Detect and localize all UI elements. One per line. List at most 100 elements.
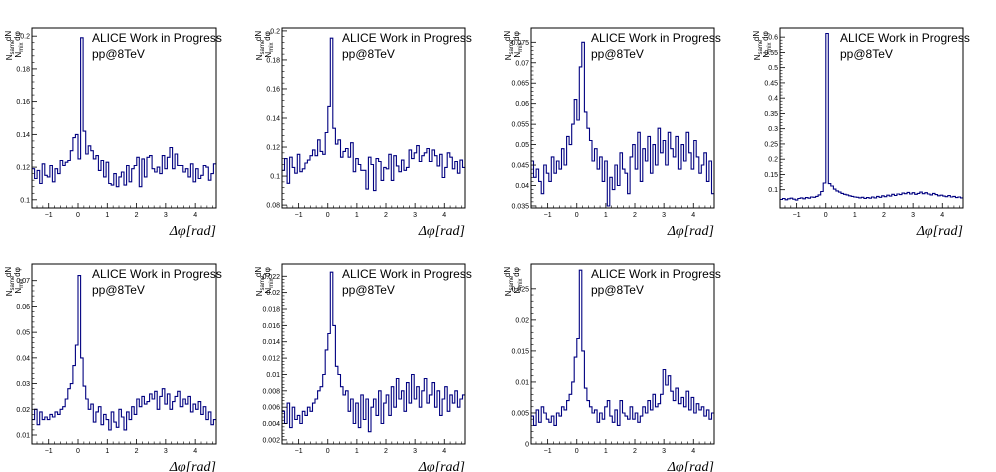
chart-panel-3: −1 0 1 2 3 4 0.035 0.04 0.045 0.05 0.055 0.06 0.065 0… (503, 27, 721, 239)
x-tick-label: −1 (544, 212, 552, 219)
y-tick-label: 0.2 (270, 28, 280, 35)
y-axis-title-frac-den: dφ (263, 267, 272, 277)
x-tick-label: 3 (164, 448, 168, 455)
y-tick-label: 0.075 (511, 40, 529, 47)
y-axis-title-frac-den: dφ (512, 267, 521, 277)
histogram-series-line (32, 275, 216, 431)
histogram-series-line (531, 269, 714, 426)
y-tick-label: 0.2 (768, 157, 778, 164)
x-tick-label: 2 (633, 212, 637, 219)
plot-frame (31, 27, 217, 209)
y-tick-label: 0.05 (16, 330, 30, 337)
y-axis-title-denominator: Nmix (762, 42, 773, 57)
y-axis-title-denominator-sub: mix (19, 42, 25, 51)
y-axis-title-numerator-sub: same (260, 275, 266, 290)
annotation-dataset: pp@8TeV (591, 283, 644, 297)
y-tick-label: 0.016 (262, 323, 280, 330)
x-tick-label: 4 (691, 448, 695, 455)
x-tick-label: 2 (384, 212, 388, 219)
y-tick-label: 0.01 (266, 372, 280, 379)
y-tick-label: 0.25 (764, 141, 778, 148)
x-axis-title: Δφ[rad] (916, 224, 963, 239)
x-tick-label: 4 (691, 212, 695, 219)
x-axis-title: Δφ[rad] (418, 460, 465, 472)
x-tick-label: 0 (575, 448, 579, 455)
annotation-dataset: pp@8TeV (342, 283, 395, 297)
chart-panel-4: −1 0 1 2 3 4 0.1 0.15 0.2 0.25 0.3 0.35 0.4 0.45 0.5 0.… (752, 27, 970, 239)
y-tick-label: 0.08 (266, 203, 280, 210)
y-axis-title-numerator: Nsame (5, 275, 16, 296)
y-tick-label: 0.06 (16, 304, 30, 311)
y-tick-label: 0.045 (511, 163, 529, 170)
x-tick-label: −1 (45, 212, 53, 219)
annotation-title: ALICE Work in Progress (92, 31, 222, 45)
y-tick-label: 0.07 (16, 278, 30, 285)
y-tick-label: 0.06 (515, 101, 529, 108)
y-axis-title-numerator: Nsame (255, 39, 266, 60)
x-axis-title: Δφ[rad] (418, 224, 465, 239)
x-tick-label: 4 (193, 448, 197, 455)
y-tick-label: 0.065 (511, 81, 529, 88)
y-tick-label: 0.03 (16, 381, 30, 388)
x-tick-label: −1 (295, 212, 303, 219)
y-tick-label: 0.004 (262, 421, 280, 428)
y-tick-label: 0.3 (768, 126, 778, 133)
y-tick-label: 0.015 (511, 348, 529, 355)
annotation-dataset: pp@8TeV (342, 47, 395, 61)
x-tick-label: 2 (384, 448, 388, 455)
x-axis-title: Δφ[rad] (169, 224, 216, 239)
y-tick-label: 0.07 (515, 60, 529, 67)
y-tick-label: 0.008 (262, 388, 280, 395)
x-tick-label: 2 (633, 448, 637, 455)
y-tick-label: 0.1 (270, 174, 280, 181)
y-tick-label: 0.4 (768, 96, 778, 103)
y-tick-label: 0.1 (768, 187, 778, 194)
x-tick-label: 0 (824, 212, 828, 219)
y-tick-label: 0.18 (266, 57, 280, 64)
y-axis-title-frac-num: dN (503, 267, 512, 277)
chart-panel-5: −1 0 1 2 3 4 0.01 0.02 0.03 0.04 0.05 0.06 0.07 ALICE… (4, 263, 222, 472)
x-tick-label: −1 (45, 448, 53, 455)
y-tick-label: 0.16 (16, 99, 30, 106)
y-tick-label: 0.012 (262, 356, 280, 363)
x-tick-label: 0 (76, 212, 80, 219)
annotation-dataset: pp@8TeV (92, 47, 145, 61)
y-tick-label: 0.1 (20, 197, 30, 204)
y-axis-title-frac-num: dN (4, 31, 13, 41)
y-tick-label: 0.05 (515, 142, 529, 149)
y-axis-title-frac-den: dφ (263, 31, 272, 41)
y-tick-label: 0.45 (764, 80, 778, 87)
y-tick-label: 0.55 (764, 50, 778, 57)
y-tick-label: 0.022 (262, 274, 280, 281)
x-tick-label: 1 (604, 448, 608, 455)
y-tick-label: 0.15 (764, 172, 778, 179)
annotation-dataset: pp@8TeV (840, 47, 893, 61)
x-tick-label: −1 (793, 212, 801, 219)
x-axis-title: Δφ[rad] (667, 460, 714, 472)
x-tick-label: 1 (355, 212, 359, 219)
plot-frame (31, 263, 217, 445)
x-tick-label: 0 (76, 448, 80, 455)
y-tick-label: 0.2 (20, 34, 30, 41)
y-tick-label: 0.01 (515, 379, 529, 386)
y-axis-title-denominator-sub: mix (269, 278, 275, 287)
annotation-title: ALICE Work in Progress (840, 31, 970, 45)
y-axis-title-numerator-sub: same (10, 275, 16, 290)
y-axis-title-frac-num: dN (752, 31, 761, 41)
x-tick-label: 2 (882, 212, 886, 219)
y-tick-label: 0.005 (511, 410, 529, 417)
annotation-title: ALICE Work in Progress (591, 267, 721, 281)
y-tick-label: 0.12 (16, 165, 30, 172)
histogram-series-line (531, 41, 714, 207)
x-tick-label: 1 (105, 212, 109, 219)
annotation-title: ALICE Work in Progress (591, 31, 721, 45)
y-tick-label: 0.04 (515, 183, 529, 190)
y-axis-title-denominator: Nmix (264, 278, 275, 293)
annotation-title: ALICE Work in Progress (342, 31, 472, 45)
y-tick-label: 0.18 (16, 66, 30, 73)
